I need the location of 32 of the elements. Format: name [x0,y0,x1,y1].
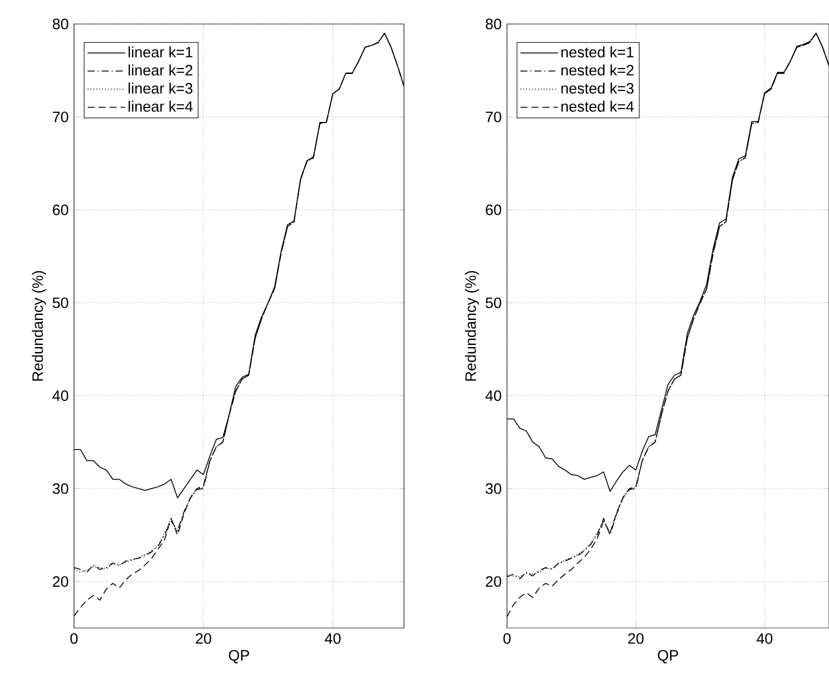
y-tick-label: 60 [52,204,68,216]
legend-label: linear k=2 [128,64,192,76]
x-tick-label: 40 [756,633,772,644]
y-tick-label: 70 [52,112,68,122]
x-tick-label: 20 [196,633,212,644]
y-tick-label: 20 [52,576,68,587]
y-tick-label: 20 [486,576,502,587]
x-tick-label: 0 [503,633,511,644]
legend-label: nested k=2 [561,64,634,76]
y-tick-label: 50 [486,297,502,308]
x-axis-title: QP [658,650,678,664]
x-tick-label: 0 [70,633,78,644]
legend-label: nested k=1 [561,46,634,58]
x-axis-title: QP [228,650,250,664]
legend-label: linear k=3 [128,82,192,94]
legend-label: nested k=3 [561,82,634,94]
y-tick-label: 40 [52,390,68,401]
x-tick-label: 40 [324,633,341,644]
y-axis-title: Redundancy (%) [464,271,479,381]
legend-label: linear k=1 [128,46,192,58]
y-tick-label: 80 [52,18,68,30]
y-axis-title: Redundancy (%) [32,271,46,381]
y-tick-label: 80 [486,18,502,30]
y-tick-label: 40 [485,390,502,401]
y-tick-label: 60 [486,204,502,216]
y-tick-label: 70 [486,112,502,122]
y-tick-label: 30 [486,483,502,494]
y-tick-label: 50 [52,297,68,308]
legend-label: nested k=4 [561,100,634,112]
x-tick-label: 20 [628,633,644,644]
legend-label: linear k=4 [128,100,193,112]
y-tick-label: 30 [52,483,68,494]
